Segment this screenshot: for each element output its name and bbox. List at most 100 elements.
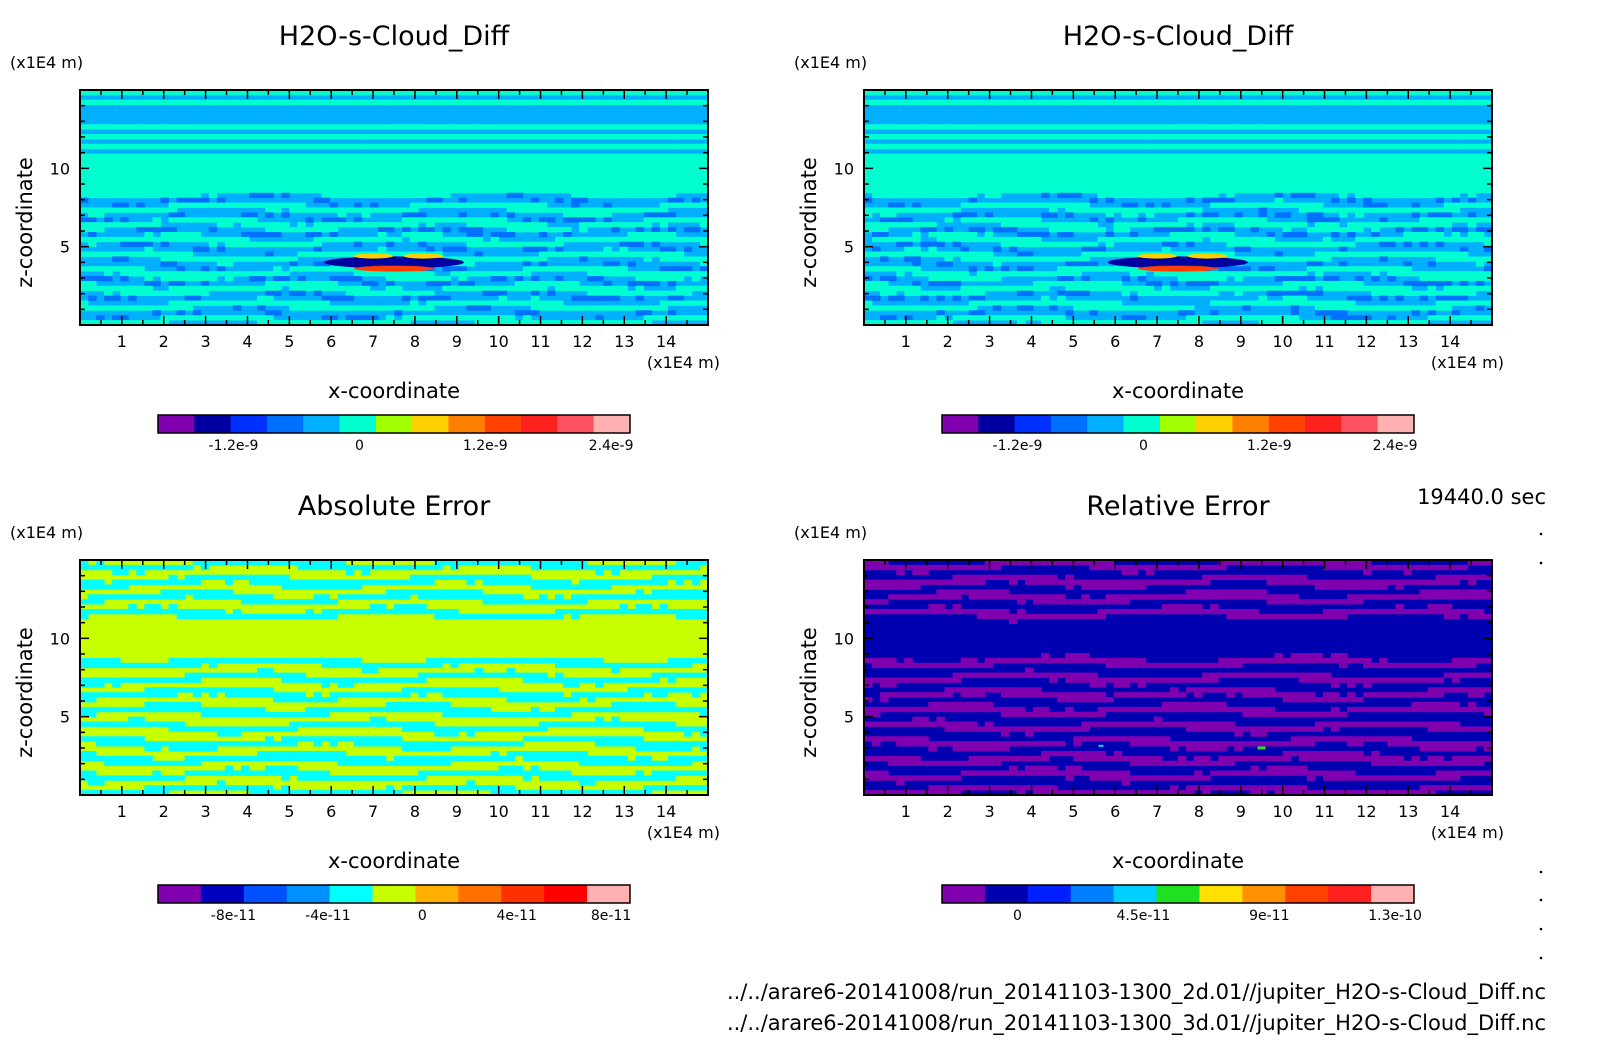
x-tick-label: 6	[1110, 332, 1120, 351]
heatmap-cell	[1137, 290, 1147, 297]
heatmap-cell	[249, 202, 258, 208]
heatmap-cell	[184, 589, 194, 595]
heatmap-cell	[1347, 187, 1356, 194]
heatmap-cell	[112, 173, 121, 179]
heatmap-cell	[1113, 192, 1123, 199]
heatmap-cell	[345, 173, 355, 179]
heatmap-cell	[1387, 285, 1396, 292]
heatmap-cell	[522, 599, 532, 605]
heatmap-cell	[691, 168, 701, 174]
heatmap-cell	[289, 560, 298, 566]
heatmap-cell	[313, 168, 322, 174]
heatmap-cell	[88, 579, 97, 585]
heatmap-cell	[96, 99, 105, 106]
colorbar-frame	[157, 414, 631, 434]
heatmap-cell	[377, 236, 387, 243]
heatmap-cell	[1194, 231, 1203, 238]
heatmap-cell	[1347, 315, 1356, 321]
heatmap-cell	[144, 90, 153, 96]
heatmap-cell	[1322, 173, 1332, 179]
heatmap-cell	[880, 231, 889, 238]
heatmap-cell	[329, 320, 339, 326]
heatmap-cell	[1121, 227, 1131, 233]
heatmap-cell	[1073, 90, 1082, 96]
heatmap-cell	[168, 594, 178, 600]
heatmap-cell	[466, 594, 475, 600]
heatmap-cell	[1467, 187, 1477, 194]
heatmap-cell	[426, 99, 435, 106]
heatmap-cell	[1137, 173, 1147, 179]
heatmap-cell	[321, 315, 330, 321]
heatmap-cell	[1121, 251, 1131, 257]
heatmap-cell	[1379, 320, 1388, 326]
heatmap-cell	[960, 246, 970, 252]
heatmap-cell	[1355, 280, 1364, 287]
heatmap-cell	[1371, 276, 1380, 282]
heatmap-cell	[691, 197, 701, 204]
heatmap-cell	[208, 589, 218, 595]
heatmap-cell	[1298, 241, 1308, 248]
heatmap-cell	[1403, 143, 1412, 150]
heatmap-cell	[888, 295, 897, 301]
heatmap-cell	[385, 187, 395, 194]
heatmap-cell	[928, 280, 937, 287]
heatmap-cell	[1153, 173, 1163, 179]
heatmap-cell	[1298, 163, 1308, 169]
heatmap-cell	[434, 197, 443, 204]
heatmap-cell	[1266, 202, 1276, 208]
heatmap-cell	[281, 579, 290, 585]
heatmap-cell	[1169, 236, 1179, 243]
heatmap-cell	[1435, 276, 1445, 282]
heatmap-cell	[104, 285, 113, 292]
heatmap-cell	[1330, 187, 1340, 194]
heatmap-cell	[912, 280, 921, 287]
heatmap-cell	[864, 207, 873, 213]
heatmap-cell	[896, 173, 905, 179]
heatmap-cell	[1073, 173, 1082, 179]
heatmap-cell	[651, 187, 661, 194]
heatmap-cell	[192, 236, 202, 243]
heatmap-cell	[1129, 173, 1139, 179]
heatmap-cell	[888, 173, 897, 179]
heatmap-cell	[1355, 192, 1364, 199]
heatmap-cell	[498, 143, 508, 150]
heatmap-cell	[402, 99, 411, 106]
heatmap-cell	[458, 99, 467, 106]
heatmap-cell	[944, 187, 953, 194]
heatmap-cell	[896, 153, 905, 159]
heatmap-cell	[1065, 300, 1074, 306]
heatmap-cell	[960, 153, 970, 159]
heatmap-cell	[402, 207, 411, 213]
heatmap-cell	[402, 90, 411, 96]
heatmap-cell	[1330, 231, 1340, 238]
heatmap-cell	[912, 134, 921, 140]
heatmap-cell	[880, 256, 889, 262]
heatmap-cell	[1178, 158, 1187, 164]
heatmap-cell	[1330, 207, 1340, 213]
heatmap-cell	[1371, 227, 1380, 233]
heatmap-cell	[434, 276, 443, 282]
heatmap-cell	[128, 236, 137, 243]
heatmap-cell	[458, 256, 467, 262]
heatmap-cell	[168, 564, 178, 571]
heatmap-cell	[635, 295, 644, 301]
heatmap-cell	[1145, 202, 1155, 208]
heatmap-cell	[1016, 271, 1026, 277]
heatmap-cell	[992, 315, 1002, 321]
colorbar-swatch	[1087, 415, 1125, 433]
heatmap-cell	[88, 584, 97, 590]
heatmap-cell	[611, 594, 620, 600]
heatmap-cell	[984, 231, 994, 238]
heatmap-cell	[1467, 197, 1477, 204]
heatmap-cell	[353, 143, 363, 150]
heatmap-cell	[1387, 178, 1396, 184]
heatmap-cell	[1371, 143, 1380, 150]
heatmap-cell	[968, 178, 978, 184]
heatmap-cell	[281, 173, 290, 179]
heatmap-cell	[224, 271, 234, 277]
heatmap-cell	[1008, 222, 1018, 228]
heatmap-cell	[1387, 271, 1396, 277]
colorbar-tick-label: 1.2e-9	[463, 438, 508, 454]
heatmap-cell	[635, 236, 644, 243]
heatmap-cell	[289, 320, 298, 326]
